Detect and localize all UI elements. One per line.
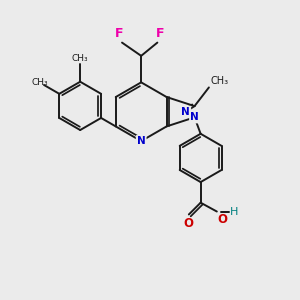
Text: F: F [156, 27, 165, 40]
Text: N: N [190, 112, 199, 122]
Text: CH₃: CH₃ [31, 78, 48, 87]
Text: F: F [115, 27, 123, 40]
Text: N: N [181, 107, 190, 117]
Text: CH₃: CH₃ [210, 76, 229, 86]
Text: O: O [218, 213, 228, 226]
Text: N: N [137, 136, 146, 146]
Text: H: H [230, 206, 238, 217]
Text: O: O [183, 217, 193, 230]
Text: CH₃: CH₃ [72, 54, 88, 63]
